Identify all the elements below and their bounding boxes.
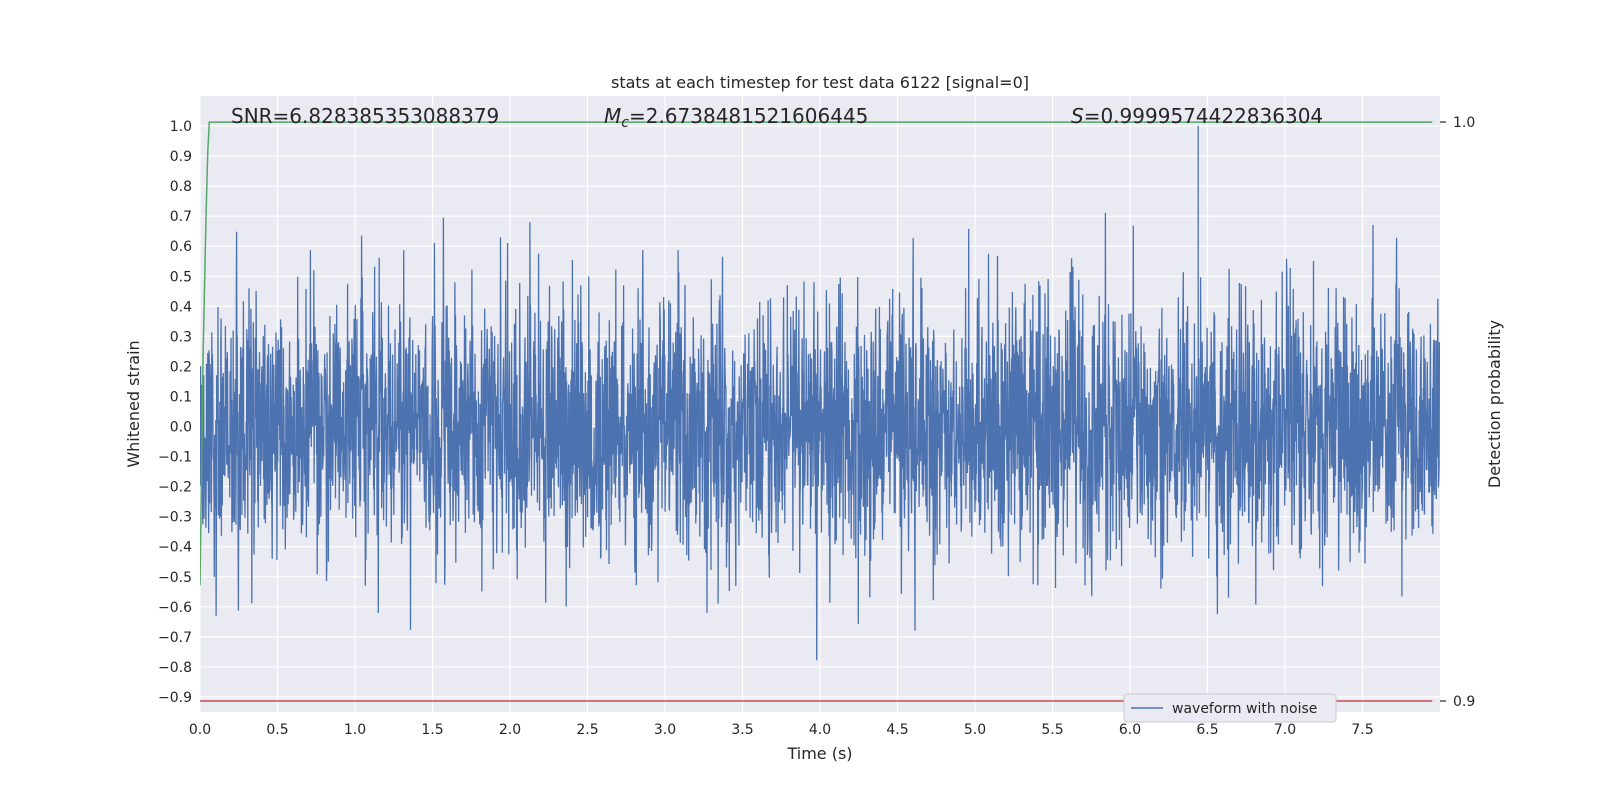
y2-axis-label: Detection probability — [1485, 320, 1504, 488]
x-tick-label: 1.5 — [421, 722, 443, 738]
y-tick-label: 0.5 — [170, 269, 192, 285]
chart-title: stats at each timestep for test data 612… — [611, 73, 1029, 92]
series-detection-probability-line — [200, 121, 1433, 586]
y2-tick-label: 1.0 — [1453, 115, 1475, 131]
y-axis-label: Whitened strain — [124, 340, 143, 467]
x-tick-label: 2.5 — [576, 722, 598, 738]
y-tick-label: −0.1 — [158, 450, 192, 466]
x-tick-label: 7.0 — [1274, 722, 1296, 738]
x-tick-label: 7.5 — [1351, 722, 1373, 738]
y-tick-label: −0.6 — [158, 600, 192, 616]
annotation-mc-value: =2.6738481521606445 — [629, 104, 868, 128]
y-tick-label: 0.6 — [170, 239, 192, 255]
y-tick-label: 0.8 — [170, 179, 192, 195]
x-axis-label: Time (s) — [786, 744, 852, 763]
x-tick-label: 6.5 — [1196, 722, 1218, 738]
annotation-mc: Mc=2.6738481521606445 — [604, 104, 868, 131]
y-tick-label: 0.3 — [170, 329, 192, 345]
y-axis-ticks: −0.9 −0.8 −0.7 −0.6 −0.5 −0.4 −0.3 −0.2 −0.1 0.0 0… — [158, 119, 192, 706]
y-tick-label: 0.1 — [170, 389, 192, 405]
x-tick-label: 3.5 — [731, 722, 753, 738]
y2-axis-ticks: 0.9 1.0 — [1440, 115, 1475, 710]
x-tick-label: 4.5 — [886, 722, 908, 738]
x-tick-label: 2.0 — [499, 722, 521, 738]
y-tick-label: 0.7 — [170, 209, 192, 225]
y-tick-label: −0.8 — [158, 660, 192, 676]
x-tick-label: 0.0 — [189, 722, 211, 738]
y-tick-label: 0.4 — [170, 299, 192, 315]
legend: waveform with noise — [1123, 693, 1337, 723]
y-tick-label: 1.0 — [170, 119, 192, 135]
y-tick-label: −0.3 — [158, 510, 192, 526]
y-tick-label: 0.2 — [170, 359, 192, 375]
x-axis-ticks: 0.0 0.5 1.0 1.5 2.0 2.5 3.0 3.5 4.0 4.5 5.0 5.5 6.0 6… — [189, 722, 1374, 738]
x-tick-label: 6.0 — [1119, 722, 1141, 738]
y-tick-label: −0.7 — [158, 630, 192, 646]
annotation-s-symbol: S — [1071, 104, 1084, 128]
y-tick-label: 0.0 — [170, 420, 192, 436]
y2-tick-label: 0.9 — [1453, 694, 1475, 710]
y-tick-label: −0.2 — [158, 480, 192, 496]
x-tick-label: 3.0 — [654, 722, 676, 738]
y-tick-label: 0.9 — [170, 149, 192, 165]
y-tick-label: −0.4 — [158, 540, 192, 556]
series-waveform-with-noise-line — [200, 126, 1440, 661]
legend-box — [1123, 693, 1337, 723]
annotation-s: S=0.9999574422836304 — [1071, 104, 1323, 128]
x-tick-label: 0.5 — [266, 722, 288, 738]
annotation-s-value: =0.9999574422836304 — [1084, 104, 1323, 128]
x-tick-label: 5.5 — [1041, 722, 1063, 738]
annotation-mc-subscript: c — [621, 115, 629, 131]
x-tick-label: 4.0 — [809, 722, 831, 738]
x-tick-label: 1.0 — [344, 722, 366, 738]
y-tick-label: −0.5 — [158, 570, 192, 586]
legend-label-waveform: waveform with noise — [1172, 701, 1317, 717]
annotation-snr: SNR=6.828385353088379 — [231, 104, 499, 128]
x-tick-label: 5.0 — [964, 722, 986, 738]
annotation-mc-symbol: M — [604, 104, 621, 128]
y-tick-label: −0.9 — [158, 690, 192, 706]
